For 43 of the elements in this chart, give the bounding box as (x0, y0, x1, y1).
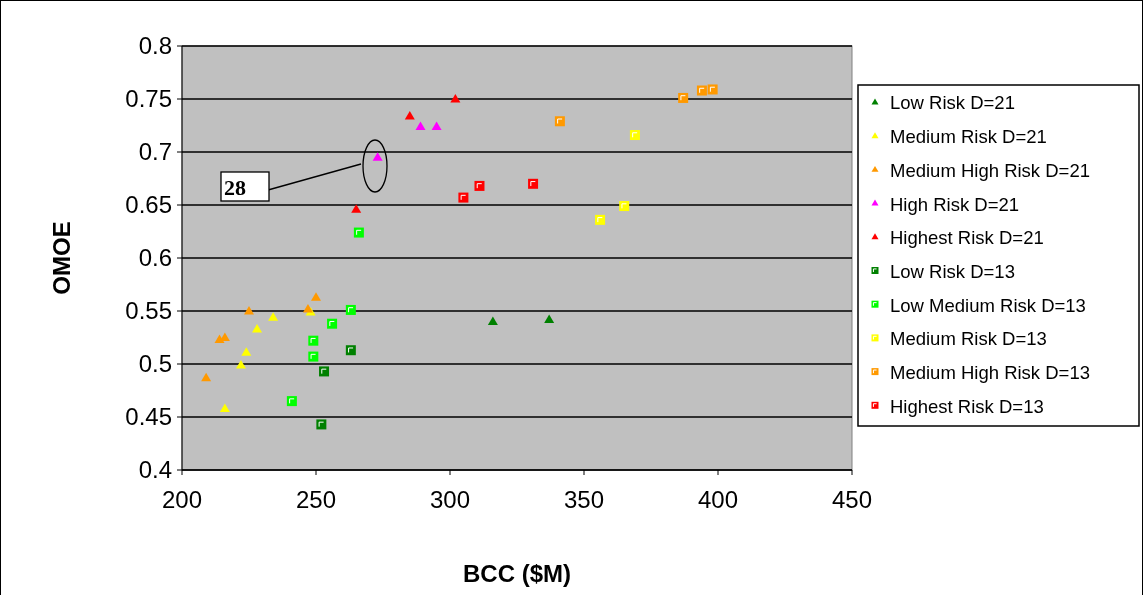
point (268, 312, 279, 321)
point (431, 121, 442, 131)
point (450, 94, 461, 103)
point (544, 314, 555, 323)
x-tick-label: 350 (563, 486, 605, 513)
point (201, 372, 212, 382)
y-tick-label: 0.7 (138, 138, 172, 166)
legend-label: Highest Risk D=13 (890, 395, 1044, 417)
y-tick-label: 0.65 (125, 191, 172, 219)
x-tick-label: 300 (429, 486, 471, 513)
y-tick-label: 0.75 (125, 85, 172, 113)
y-axis-title: OMOE (48, 221, 75, 295)
x-axis-title: BCC ($M) (463, 560, 571, 587)
y-tick-label: 0.5 (138, 350, 172, 378)
y-tick-label: 0.6 (138, 244, 172, 272)
legend-label: Low Risk D=21 (890, 92, 1015, 114)
y-tick-label: 0.8 (138, 32, 172, 60)
legend-label: Highest Risk D=21 (890, 227, 1044, 249)
point (372, 152, 383, 161)
point (311, 292, 321, 301)
point (487, 316, 498, 326)
annotation: 28 (224, 175, 246, 200)
legend-label: Medium Risk D=21 (890, 126, 1047, 148)
point (351, 204, 362, 213)
point (241, 347, 252, 356)
x-tick-label: 200 (161, 486, 203, 513)
point (252, 324, 263, 333)
legend-label: High Risk D=21 (890, 193, 1020, 215)
legend-label: Medium High Risk D=21 (890, 159, 1090, 181)
point (415, 121, 426, 131)
legend-label: Medium High Risk D=13 (890, 362, 1090, 384)
point (219, 403, 230, 413)
legend-label: Low Risk D=13 (890, 260, 1015, 282)
y-tick-label: 0.4 (138, 456, 172, 484)
x-tick-label: 250 (295, 486, 337, 513)
legend-label: Medium Risk D=13 (890, 328, 1047, 350)
x-tick-label: 400 (697, 486, 739, 513)
legend-label: Low Medium Risk D=13 (890, 294, 1086, 316)
y-tick-label: 0.45 (125, 403, 172, 431)
point (244, 306, 254, 315)
point (235, 360, 246, 369)
y-tick-label: 0.55 (125, 297, 172, 325)
x-tick-label: 450 (831, 486, 873, 513)
